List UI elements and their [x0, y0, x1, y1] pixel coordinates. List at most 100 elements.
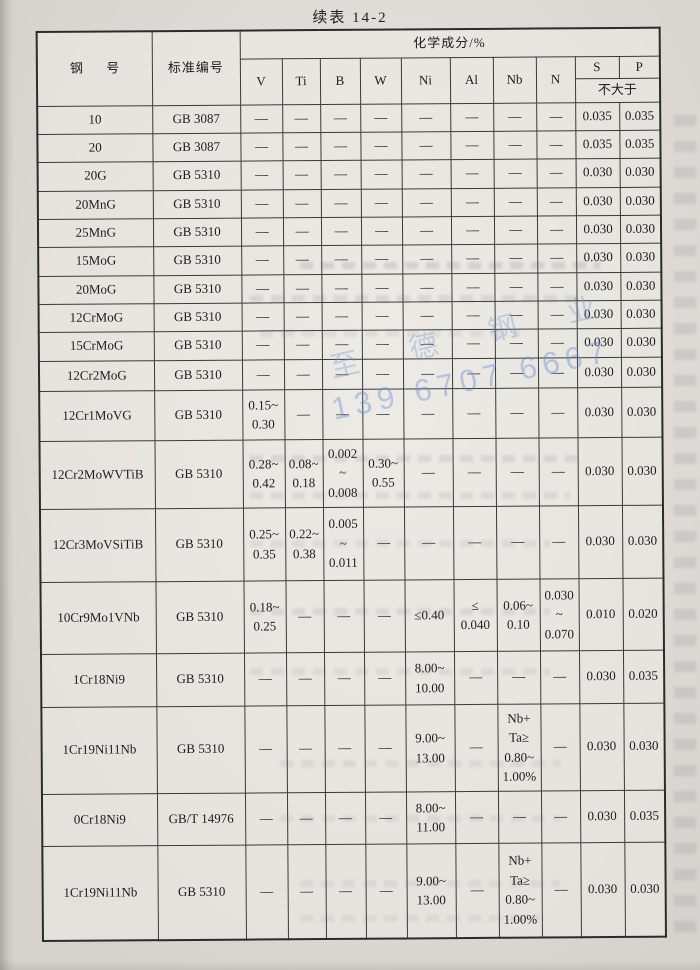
composition-value-cell: 0.035 — [623, 789, 666, 842]
composition-value-cell: 0.030 — [619, 157, 661, 187]
composition-value-cell: 0.030 — [623, 702, 665, 790]
composition-value-cell: 0.035 — [575, 101, 620, 131]
header-chemical-composition: 化学成分/% — [239, 27, 660, 59]
steel-grade-cell: 20 — [37, 133, 153, 163]
steel-grade-cell: 15CrMoG — [38, 331, 154, 362]
composition-value-cell: 0.005 ~0.011 — [322, 506, 364, 581]
composition-value-cell: — — [320, 188, 361, 218]
composition-value-cell: — — [455, 842, 499, 939]
composition-value-cell: 0.030 — [576, 356, 622, 388]
composition-value-cell: — — [451, 243, 495, 274]
composition-value-cell: — — [240, 104, 283, 133]
composition-value-cell: — — [496, 650, 541, 704]
composition-value-cell: — — [450, 130, 494, 160]
table-row: 10Cr9Mo1VNb GB 5310 0.18~ 0.25— — — ≤0.40 ≤0.04… — [40, 577, 664, 655]
scan-edge-shadow-bottom — [0, 960, 700, 970]
composition-value-cell: — — [360, 131, 402, 160]
composition-value-cell: — — [283, 274, 322, 303]
header-element-n: N — [535, 56, 576, 103]
composition-value-cell: — — [536, 187, 576, 216]
steel-grade-cell: 15MoG — [38, 246, 154, 277]
composition-value-cell: — — [361, 273, 403, 302]
composition-value-cell: 0.030 — [577, 504, 623, 579]
composition-value-cell: — — [283, 302, 322, 331]
composition-value-cell: 0.030 — [575, 186, 620, 216]
standard-number-cell: GB 5310 — [153, 245, 242, 276]
table-row: 20 GB 3087— — — — — — — —0.035 0.035 — [37, 129, 661, 163]
composition-value-cell: 0.030 — [624, 841, 666, 937]
composition-value-cell: — — [321, 244, 362, 275]
table-row: 10 GB 3087— — — — — — — —0.035 0.035 — [37, 101, 661, 135]
header-element-ni: Ni — [400, 57, 451, 104]
header-standard-number: 标准编号 — [151, 30, 241, 106]
composition-value-cell: 0.030 ~0.070 — [539, 578, 579, 651]
composition-value-cell: — — [365, 843, 407, 939]
composition-value-cell: — — [283, 359, 323, 390]
table-row: 12Cr2MoG GB 5310— — — — — — — —0.030 0.030 — [38, 356, 663, 392]
steel-grade-cell: 20G — [37, 161, 153, 192]
composition-value-cell: — — [493, 215, 538, 244]
composition-value-cell: — — [240, 132, 283, 161]
composition-value-cell: 0.22~ 0.38 — [284, 507, 324, 581]
composition-value-cell: — — [537, 328, 577, 358]
composition-value-cell: 0.030 — [577, 436, 622, 506]
composition-value-cell: — — [286, 705, 325, 793]
table-row: 20G GB 5310— — — — — — — —0.030 0.030 — [37, 157, 661, 192]
header-steel-grade: 钢 号 — [36, 31, 153, 107]
composition-value-cell: — — [401, 131, 451, 160]
composition-value-cell: — — [495, 387, 539, 438]
composition-value-cell: 0.030 — [576, 242, 621, 273]
standard-number-cell: GB 5310 — [155, 652, 245, 707]
composition-value-cell: — — [363, 651, 406, 705]
composition-value-cell: — — [282, 217, 322, 246]
composition-value-cell: — — [240, 189, 283, 218]
composition-value-cell: — — [282, 189, 321, 218]
composition-value-cell: — — [361, 358, 404, 389]
composition-value-cell: — — [401, 159, 451, 189]
composition-value-cell: — — [541, 842, 581, 938]
composition-value-cell: — — [241, 274, 284, 303]
steel-grade-cell: 1Cr18Ni9 — [40, 653, 157, 707]
standard-number-cell: GB 5310 — [152, 189, 241, 219]
composition-value-cell: 0.030 — [620, 327, 662, 357]
composition-value-cell: — — [324, 791, 366, 845]
composition-value-cell: 0.030 — [577, 386, 622, 438]
steel-grade-cell: 12Cr2MoWVTiB — [39, 440, 155, 510]
composition-value-cell: — — [494, 272, 538, 301]
composition-value-cell: 0.030 — [575, 214, 621, 244]
steel-grade-cell: 20MoG — [38, 275, 154, 305]
composition-value-cell: — — [241, 245, 284, 275]
standard-number-cell: GB 5310 — [156, 705, 245, 794]
composition-value-cell: — — [240, 160, 283, 190]
composition-value-cell: — — [286, 792, 326, 845]
composition-value-cell: — — [320, 216, 362, 246]
composition-value-cell: — — [493, 158, 537, 188]
table-row: 15CrMoG GB 5310— — — — — — — —0.030 0.030 — [38, 327, 662, 362]
steel-grade-cell: 0Cr18Ni9 — [41, 793, 158, 846]
composition-value-cell: — — [243, 652, 287, 706]
composition-value-cell: 0.08~ 0.18 — [284, 439, 323, 508]
composition-value-cell: 0.035 — [575, 129, 620, 159]
composition-value-cell: — — [320, 131, 361, 161]
composition-value-cell: — — [364, 704, 406, 792]
composition-value-cell: — — [321, 329, 362, 360]
composition-value-cell: 0.035 — [619, 101, 661, 130]
composition-value-cell: — — [360, 159, 402, 189]
composition-value-cell: — — [403, 388, 453, 439]
composition-value-cell: — — [495, 437, 539, 506]
standard-number-cell: GB 5310 — [153, 274, 242, 304]
header-element-v: V — [239, 58, 283, 105]
steel-grade-cell: 12CrMoG — [38, 303, 154, 333]
composition-value-cell: 0.030 — [575, 157, 620, 188]
standard-number-cell: GB 3087 — [152, 104, 241, 134]
composition-value-cell: 0.15~ 0.30 — [242, 389, 285, 440]
composition-value-cell: — — [537, 300, 577, 329]
composition-value-cell: 0.030 — [579, 702, 624, 791]
page-title: 续表 14-2 — [312, 10, 388, 26]
composition-value-cell: 0.035 — [619, 129, 661, 158]
table-row: 12Cr3MoVSiTiB GB 5310 0.25~ 0.35 0.22~ 0.38 0.… — [39, 504, 664, 583]
composition-value-cell: — — [401, 188, 451, 217]
composition-value-cell: 0.030 — [620, 242, 662, 272]
composition-value-cell: — — [285, 580, 324, 653]
composition-value-cell: — — [282, 132, 321, 161]
